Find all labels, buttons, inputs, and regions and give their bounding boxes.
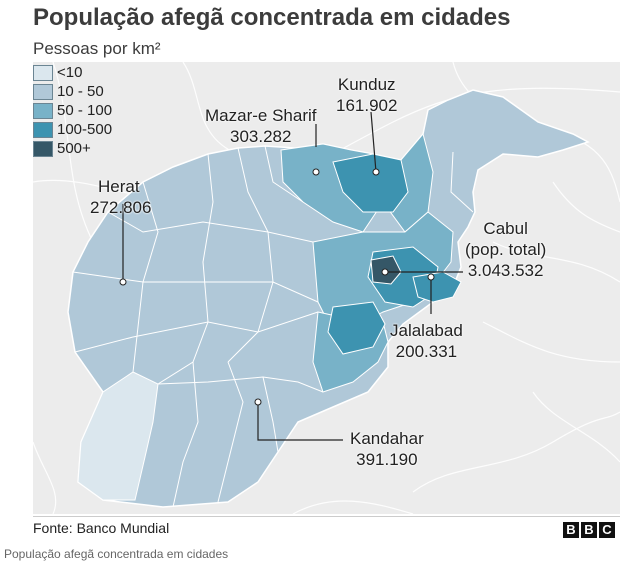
city-value: 161.902 [336,96,398,115]
legend-item: <10 [33,64,82,81]
city-value: 303.282 [230,127,292,146]
legend: <10 10 - 50 50 - 100 100-500 500+ [33,64,143,160]
legend-label: 100-500 [57,121,113,138]
legend-title: Pessoas por km² [33,39,161,58]
kandahar-marker [254,398,262,406]
logo-letter: B [563,522,579,538]
kunduz-marker [372,168,380,176]
legend-item: 10 - 50 [33,83,104,100]
legend-swatch [33,121,53,138]
logo-letter: B [581,522,597,538]
city-value: 391.190 [356,450,418,469]
city-name: Cabul [483,219,528,238]
region-kunduz [332,153,409,213]
leader-lines [122,111,463,441]
legend-label: <10 [57,64,83,81]
label-kunduz: Kunduz 161.902 [336,74,397,116]
legend-item: 100-500 [33,121,112,138]
logo-letter: C [599,522,615,538]
label-cabul: Cabul (pop. total) 3.043.532 [465,218,546,281]
legend-swatch [33,64,53,81]
legend-label: 10 - 50 [57,83,104,100]
city-value: 200.331 [395,342,458,361]
footer-divider [33,516,620,517]
legend-swatch [33,83,53,100]
city-name: Kunduz [337,75,396,94]
city-name: Kandahar [350,429,424,448]
kabul-marker [381,268,389,276]
label-herat: Herat 272.806 [90,176,151,218]
mazar-marker [312,168,320,176]
city-value: 272.806 [90,198,152,217]
bbc-logo: B B C [563,522,615,538]
province-borders [72,145,474,508]
city-markers [119,168,435,406]
map-title: População afegã concentrada em cidades [33,4,511,31]
herat-marker [119,278,127,286]
map-svg [33,62,620,514]
source-note: Fonte: Banco Mundial [33,520,170,536]
legend-swatch [33,102,53,119]
legend-label: 500+ [57,140,91,157]
label-jalalabad: Jalalabad 200.331 [390,320,463,362]
legend-swatch [33,140,53,157]
legend-label: 50 - 100 [57,102,113,119]
city-name-2: (pop. total) [465,240,547,259]
city-name: Herat [98,177,140,196]
jalalabad-marker [427,273,435,281]
label-kandahar: Kandahar 391.190 [350,428,424,470]
city-value: 3.043.532 [467,261,544,280]
city-name: Mazar-e Sharif [205,106,317,125]
label-mazar: Mazar-e Sharif 303.282 [205,105,316,147]
region-logar [327,301,386,355]
legend-item: 50 - 100 [33,102,112,119]
region-nimruz [77,371,159,501]
legend-item: 500+ [33,140,91,157]
city-name: Jalalabad [390,321,463,340]
map-area [33,62,620,514]
image-caption: População afegã concentrada em cidades [4,547,229,561]
